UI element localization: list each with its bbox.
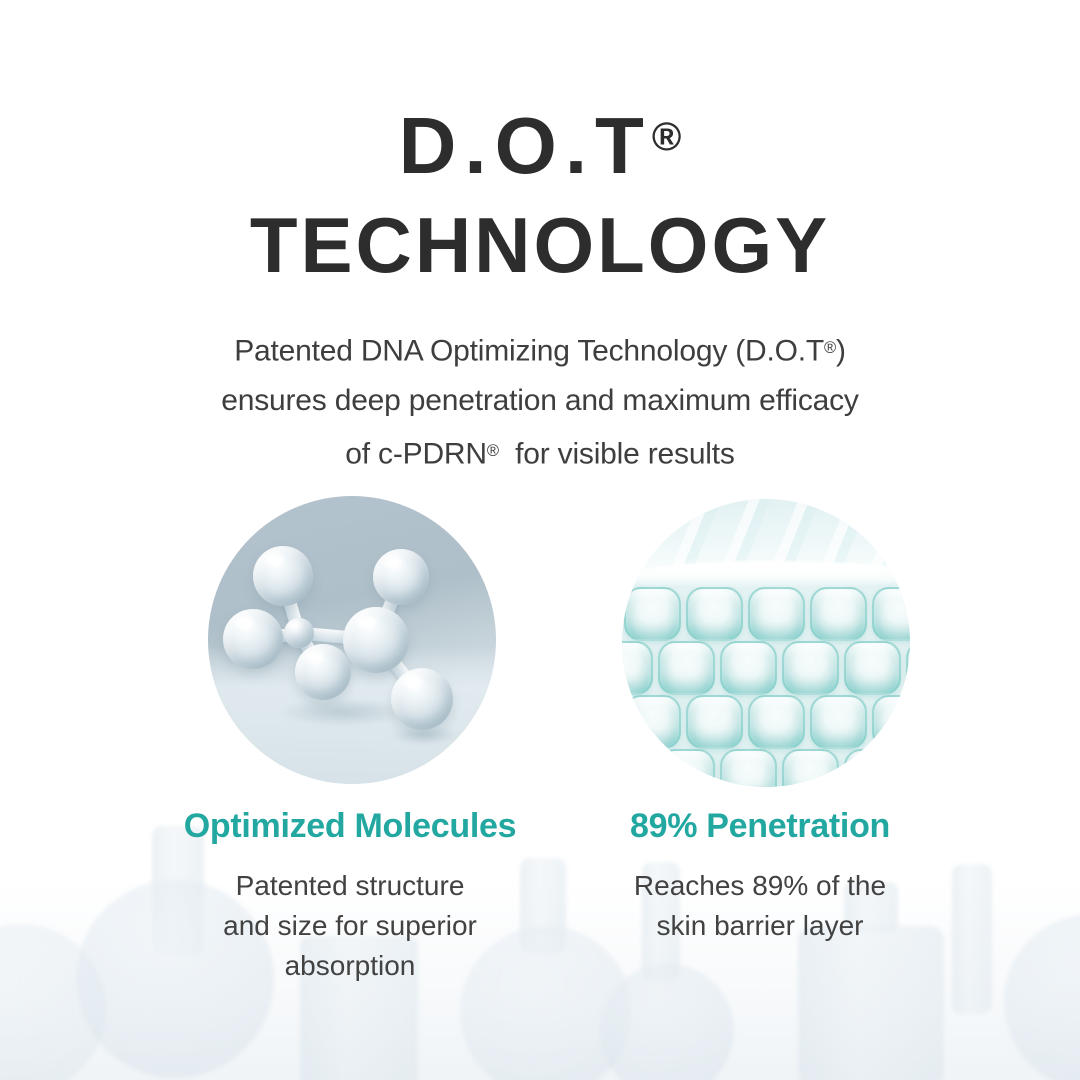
skin-cell <box>686 587 743 641</box>
flask-neck-shape <box>642 862 680 982</box>
registered-trademark-icon: ® <box>486 442 499 461</box>
skin-cell <box>782 749 839 787</box>
skin-barrier-cells-image <box>622 499 910 787</box>
round-flask-shape <box>600 964 734 1080</box>
bottle-shape <box>798 926 944 1080</box>
feature-body-line: skin barrier layer <box>656 910 864 941</box>
feature-body-line: and size for superior <box>223 910 477 941</box>
bottle-cap-shape <box>844 882 898 932</box>
feature-optimized-molecules: Optimized Molecules Patented structure a… <box>130 804 570 986</box>
skin-cell <box>906 749 910 787</box>
beaker-shape <box>300 936 418 1080</box>
test-tube-shape <box>952 864 992 1014</box>
skin-cell <box>906 641 910 695</box>
skin-cell <box>624 587 681 641</box>
molecule-shadow <box>278 698 408 726</box>
subtitle-line-2: ensures deep penetration and maximum eff… <box>221 384 859 418</box>
skin-cell-row <box>622 749 910 787</box>
molecule-shadow <box>390 726 460 744</box>
molecule-sphere <box>284 618 314 648</box>
skin-cell <box>748 587 805 641</box>
molecule-sphere <box>253 546 313 606</box>
molecule-sphere <box>391 668 453 730</box>
molecule-sphere <box>373 549 429 605</box>
feature-heading: 89% Penetration <box>629 807 891 845</box>
molecule-sphere <box>223 609 283 669</box>
light-rays <box>622 499 910 565</box>
skin-cell <box>622 641 653 695</box>
skin-cell <box>748 695 805 749</box>
molecule-sphere <box>343 607 409 673</box>
feature-body-line: absorption <box>284 950 416 981</box>
skin-cell <box>720 641 777 695</box>
subtitle-line-1: Patented DNA Optimizing Technology (D.O.… <box>234 334 846 368</box>
background-wash <box>0 880 1080 1080</box>
title-line-technology: TECHNOLOGY <box>249 200 831 289</box>
skin-surface-line <box>622 561 910 587</box>
feature-89-penetration: 89% Penetration Reaches 89% of the skin … <box>560 804 960 946</box>
skin-cell-row <box>622 641 910 695</box>
skin-cell <box>622 749 653 787</box>
registered-trademark-icon: ® <box>824 339 837 357</box>
skin-cell-row <box>624 695 910 749</box>
molecule-sphere <box>295 644 351 700</box>
molecule-3d-image <box>208 496 496 784</box>
title-line-dot: D.O.T® <box>0 87 1080 196</box>
skin-cell <box>658 641 715 695</box>
feature-heading: Optimized Molecules <box>183 807 517 845</box>
skin-cell <box>658 749 715 787</box>
feature-body: Reaches 89% of the skin barrier layer <box>560 866 960 946</box>
skin-cell <box>872 695 910 749</box>
skin-cell <box>810 587 867 641</box>
feature-body: Patented structure and size for superior… <box>130 866 570 986</box>
skin-cell <box>720 749 777 787</box>
feature-body-line: Reaches 89% of the <box>633 870 887 901</box>
registered-trademark-icon: ® <box>651 115 682 160</box>
skin-cell <box>844 641 901 695</box>
title-dot-text: D.O.T <box>398 101 652 191</box>
skin-cell <box>686 695 743 749</box>
skin-cell <box>624 695 681 749</box>
page-title: D.O.T® TECHNOLOGY <box>0 87 1080 292</box>
subtitle-line-3: of c-PDRN® for visible results <box>345 437 735 471</box>
skin-cell <box>782 641 839 695</box>
skin-cell-row <box>624 587 910 641</box>
skin-cell <box>810 695 867 749</box>
round-flask-shape <box>76 880 274 1078</box>
subtitle: Patented DNA Optimizing Technology (D.O.… <box>0 323 1080 480</box>
feature-body-line: Patented structure <box>235 870 465 901</box>
skin-cell <box>844 749 901 787</box>
skin-cell <box>872 587 910 641</box>
